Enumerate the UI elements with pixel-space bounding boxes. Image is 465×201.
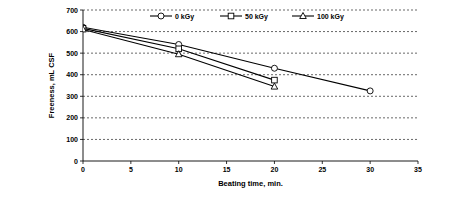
grid-line xyxy=(83,31,418,32)
chart: 0 100 200 300 400 500 600 700 0 5 10 15 20 25 30 35 Beat… xyxy=(0,0,465,201)
x-tick-label: 25 xyxy=(318,166,326,173)
x-tick-label: 35 xyxy=(414,166,422,173)
point xyxy=(272,77,278,83)
y-tick-label: 300 xyxy=(66,93,78,100)
y-tick-label: 600 xyxy=(66,28,78,35)
y-tick-label: 500 xyxy=(66,50,78,57)
y-tick-label: 400 xyxy=(66,71,78,78)
x-axis xyxy=(83,161,418,162)
legend-label: 0 kGy xyxy=(175,13,194,21)
legend-marker xyxy=(228,13,234,19)
point xyxy=(83,26,86,32)
legend-label: 50 kGy xyxy=(245,13,268,21)
point xyxy=(271,65,277,71)
legend: 0 kGy 50 kGy 100 kGy xyxy=(150,13,344,21)
grid-line xyxy=(83,96,418,97)
grid-line xyxy=(83,53,418,54)
point xyxy=(367,88,373,94)
grid-line xyxy=(83,139,418,140)
grid-line xyxy=(83,117,418,118)
plot-data xyxy=(83,24,373,94)
point xyxy=(83,26,86,32)
y-tick-label: 200 xyxy=(66,114,78,121)
x-tick-label: 20 xyxy=(271,166,279,173)
x-tick-label: 0 xyxy=(81,166,85,173)
grid-line xyxy=(83,74,418,75)
x-tick-label: 5 xyxy=(129,166,133,173)
x-tick-label: 15 xyxy=(223,166,231,173)
legend-marker xyxy=(300,13,307,19)
grid-line xyxy=(83,10,418,11)
y-tick-label: 700 xyxy=(66,7,78,14)
y-axis xyxy=(83,10,84,161)
y-axis-label: Freeness, mL CSF xyxy=(47,52,56,118)
x-tick-label: 30 xyxy=(366,166,374,173)
series-line xyxy=(83,27,370,91)
legend-label: 100 kGy xyxy=(317,13,344,21)
series-line xyxy=(83,29,274,86)
y-tick-label: 0 xyxy=(74,158,78,165)
x-tick-label: 10 xyxy=(175,166,183,173)
x-axis-label: Beating time, min. xyxy=(218,179,283,188)
series-line xyxy=(83,28,274,80)
point xyxy=(271,83,278,89)
legend-marker xyxy=(158,13,164,19)
point xyxy=(175,51,182,57)
y-tick-label: 100 xyxy=(66,136,78,143)
